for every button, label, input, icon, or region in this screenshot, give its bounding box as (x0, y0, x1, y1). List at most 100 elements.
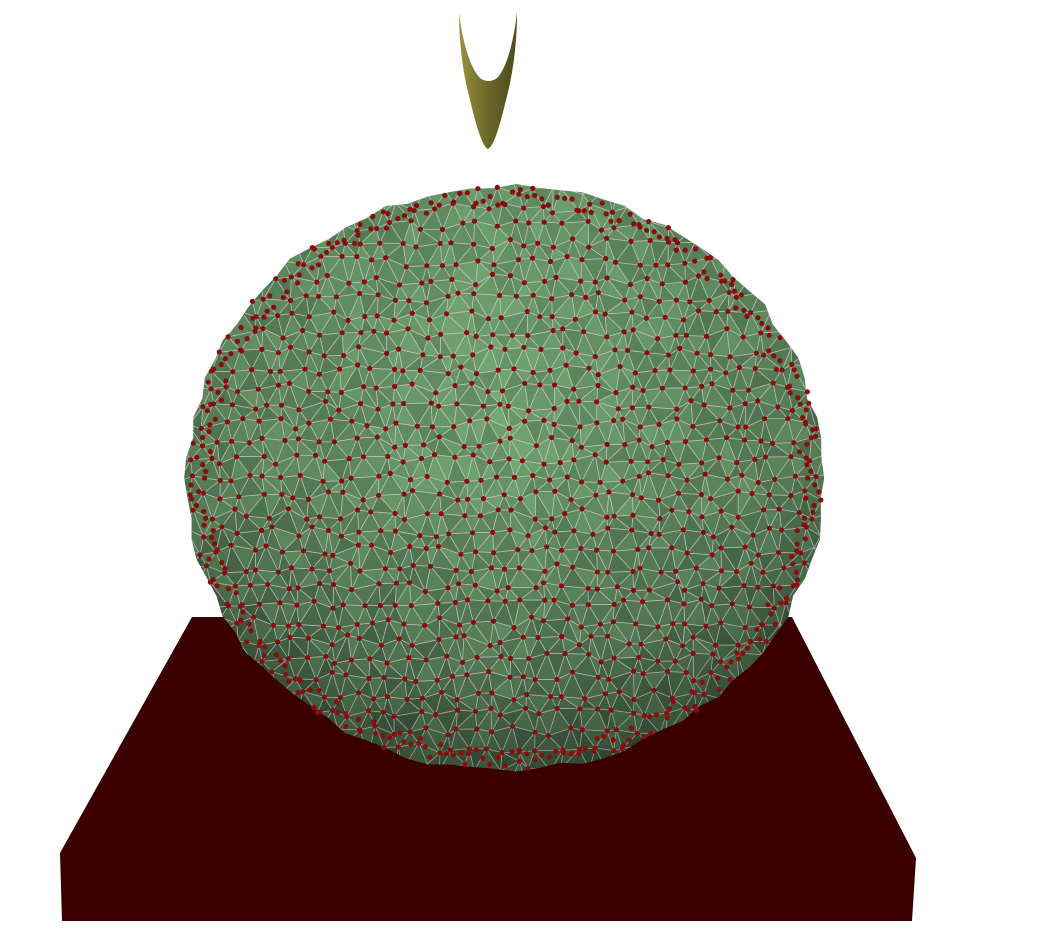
mesh-edge (835, 608, 847, 624)
mesh-edge (198, 221, 220, 250)
mesh-face (821, 619, 825, 645)
mesh-edge (735, 244, 754, 264)
mesh-edge (254, 224, 263, 244)
mesh-face (774, 239, 797, 266)
mesh-edge (209, 193, 232, 212)
mesh-edge (262, 210, 282, 228)
mesh-face (357, 185, 371, 206)
mesh-face (238, 260, 261, 281)
mesh-edge (296, 202, 310, 225)
mesh-face (825, 170, 842, 195)
mesh-face (239, 243, 259, 261)
mesh-edge (753, 240, 773, 267)
mesh-edge (708, 184, 723, 195)
mesh-face (311, 184, 327, 190)
mesh-face (774, 265, 797, 283)
mesh-face (715, 184, 730, 193)
mesh-edge (306, 202, 327, 222)
mesh-edge (673, 184, 694, 196)
mesh-edge (777, 294, 791, 312)
mesh-face (184, 187, 203, 212)
mesh-edge (193, 221, 205, 249)
mesh-edge (184, 264, 186, 279)
mesh-face (234, 209, 255, 226)
mesh-face (736, 223, 754, 249)
mesh-edge (806, 274, 820, 303)
mesh-edge (830, 222, 851, 244)
mesh-face (196, 582, 211, 609)
mesh-edge (258, 226, 277, 246)
mesh-face (820, 472, 825, 500)
mesh-face (211, 276, 238, 298)
mesh-face (718, 228, 737, 246)
mesh-edge (275, 221, 296, 246)
mesh-face (736, 245, 754, 263)
mesh-edge (806, 207, 825, 222)
mesh-face (393, 184, 404, 190)
mesh-face (831, 655, 853, 673)
mesh-face (824, 455, 840, 473)
mesh-edge (184, 406, 190, 426)
mesh-face (247, 186, 269, 205)
mesh-face (185, 264, 211, 278)
mesh-edge (692, 184, 710, 195)
mesh-edge (754, 184, 768, 209)
mesh-edge (589, 184, 610, 186)
mesh-edge (781, 184, 800, 193)
mesh-face (792, 330, 808, 354)
mesh-edge (780, 310, 794, 332)
mesh-edge (532, 184, 554, 189)
mesh-face (542, 184, 559, 187)
mesh-edge (692, 208, 705, 228)
mesh-face (648, 209, 663, 222)
mesh-edge (758, 283, 779, 296)
mesh-edge (806, 336, 825, 352)
mesh-face (833, 194, 848, 211)
mesh-edge (184, 277, 198, 299)
mesh-face (789, 184, 811, 193)
mesh-face (759, 284, 778, 295)
mesh-edge (835, 672, 853, 692)
mesh-edge (788, 190, 811, 210)
mesh-face (804, 221, 821, 241)
mesh-face (783, 265, 807, 283)
mesh-edge (816, 566, 825, 590)
mesh-face (829, 424, 849, 447)
mesh-edge (233, 208, 256, 226)
mesh-face (393, 184, 404, 203)
mesh-face (216, 256, 238, 277)
mesh-edge (230, 186, 248, 211)
mesh-edge (835, 536, 843, 554)
mesh-edge (818, 278, 825, 299)
mesh-edge (317, 184, 342, 191)
mesh-face (196, 296, 212, 314)
mesh-face (781, 191, 790, 213)
mesh-face (798, 301, 821, 319)
mesh-edge (727, 190, 756, 208)
mesh-edge (701, 184, 717, 195)
mesh-face (199, 221, 219, 249)
mesh-edge (770, 293, 781, 312)
mesh-edge (668, 184, 682, 196)
mesh-face (209, 205, 222, 224)
mesh-face (184, 510, 185, 536)
mesh-face (282, 191, 301, 205)
mesh-face (722, 190, 744, 204)
mesh-face (261, 204, 281, 228)
mesh-face (736, 207, 758, 225)
mesh-edge (229, 184, 248, 196)
mesh-edge (184, 543, 191, 573)
mesh-face (185, 205, 210, 222)
mesh-edge (243, 242, 267, 261)
mesh-face (809, 297, 825, 319)
mesh-face (831, 644, 853, 658)
mesh-face (221, 209, 245, 226)
mesh-edge (808, 382, 825, 406)
mesh-edge (402, 184, 427, 190)
mesh-edge (220, 238, 241, 259)
mesh-edge (721, 190, 745, 205)
mesh-face (176, 387, 184, 407)
mesh-edge (820, 238, 825, 268)
